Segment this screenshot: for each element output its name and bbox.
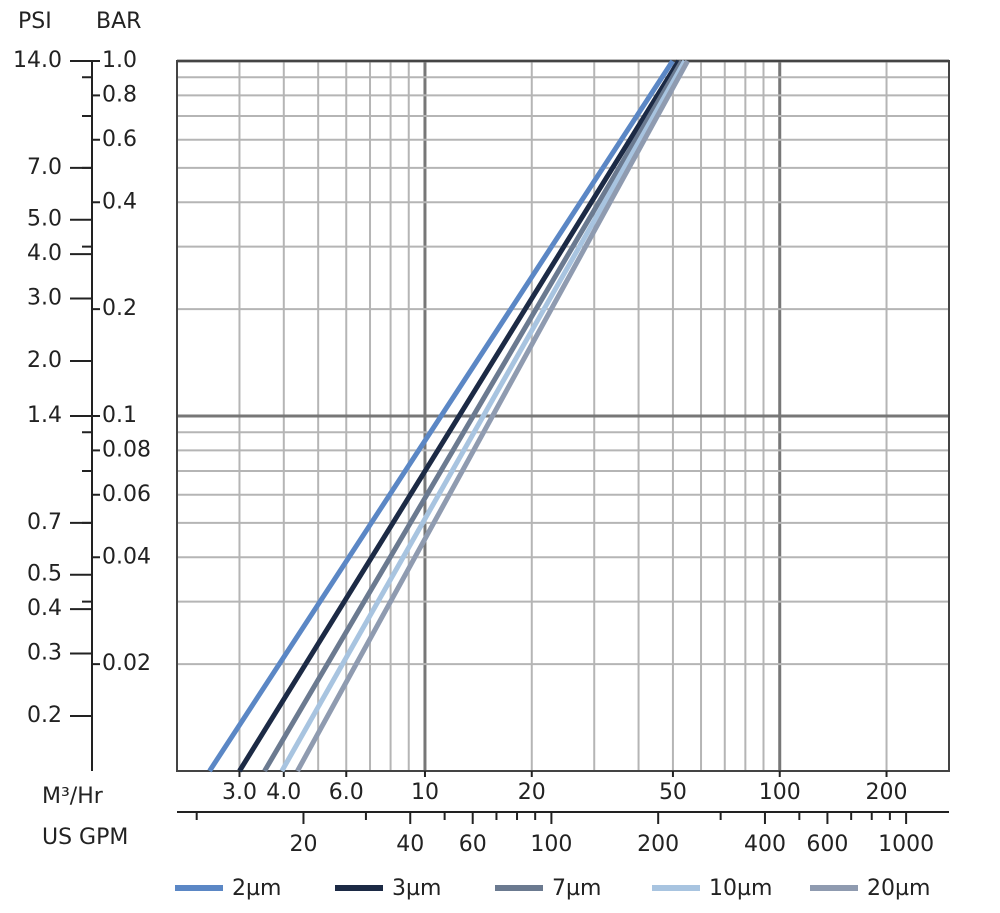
legend-label: 3µm [392, 876, 441, 901]
y2-tick-label: 4.0 [27, 241, 62, 266]
series-line [262, 59, 685, 773]
x-tick-label: 6.0 [329, 780, 364, 805]
y-axis-title: BAR [96, 9, 141, 34]
x2-tick-label: 100 [530, 832, 572, 857]
y-tick-label: 0.2 [102, 296, 137, 321]
legend-label: 10µm [709, 876, 772, 901]
x-tick-label: 200 [866, 780, 908, 805]
y-tick-label: 0.6 [102, 127, 137, 152]
y2-tick-label: 0.5 [27, 562, 62, 587]
y2-tick-label: 5.0 [27, 207, 62, 232]
x-axis-title: M³/Hr [42, 784, 104, 809]
series-line [207, 59, 675, 773]
plot-frame [176, 60, 950, 772]
series-line [295, 59, 690, 773]
x-tick-label: 10 [411, 780, 439, 805]
y-tick-label: 1.0 [102, 48, 137, 73]
x2-tick-label: 1000 [878, 832, 934, 857]
series-line [237, 59, 681, 773]
y2-tick-label: 2.0 [27, 348, 62, 373]
y-tick-label: 0.4 [102, 189, 137, 214]
legend-label: 7µm [552, 876, 601, 901]
x-tick-label: 3.0 [222, 780, 257, 805]
y-tick-label: 0.02 [102, 651, 151, 676]
y-tick-label: 0.04 [102, 544, 151, 569]
x2-tick-label: 400 [744, 832, 786, 857]
y2-tick-label: 14.0 [13, 48, 62, 73]
x-tick-label: 100 [759, 780, 801, 805]
legend-label: 20µm [867, 876, 930, 901]
y-tick-label: 0.08 [102, 437, 151, 462]
x2-axis-title: US GPM [42, 825, 128, 850]
y2-tick-label: 7.0 [27, 155, 62, 180]
y2-tick-label: 0.4 [27, 596, 62, 621]
y2-tick-label: 0.3 [27, 640, 62, 665]
x-tick-label: 50 [659, 780, 687, 805]
legend-label: 2µm [232, 876, 281, 901]
x-tick-label: 4.0 [266, 780, 301, 805]
y2-tick-label: 3.0 [27, 285, 62, 310]
x2-tick-label: 60 [459, 832, 487, 857]
y2-tick-label: 0.7 [27, 510, 62, 535]
y2-tick-label: 1.4 [27, 403, 62, 428]
y-tick-label: 0.1 [102, 403, 137, 428]
x2-tick-label: 600 [806, 832, 848, 857]
y-tick-label: 0.06 [102, 482, 151, 507]
x2-tick-label: 40 [396, 832, 424, 857]
series-line [279, 59, 687, 773]
y2-axis-title: PSI [18, 9, 52, 34]
y2-tick-label: 0.2 [27, 703, 62, 728]
y-tick-label: 0.8 [102, 82, 137, 107]
x-tick-label: 20 [518, 780, 546, 805]
x2-tick-label: 200 [637, 832, 679, 857]
x2-tick-label: 20 [289, 832, 317, 857]
